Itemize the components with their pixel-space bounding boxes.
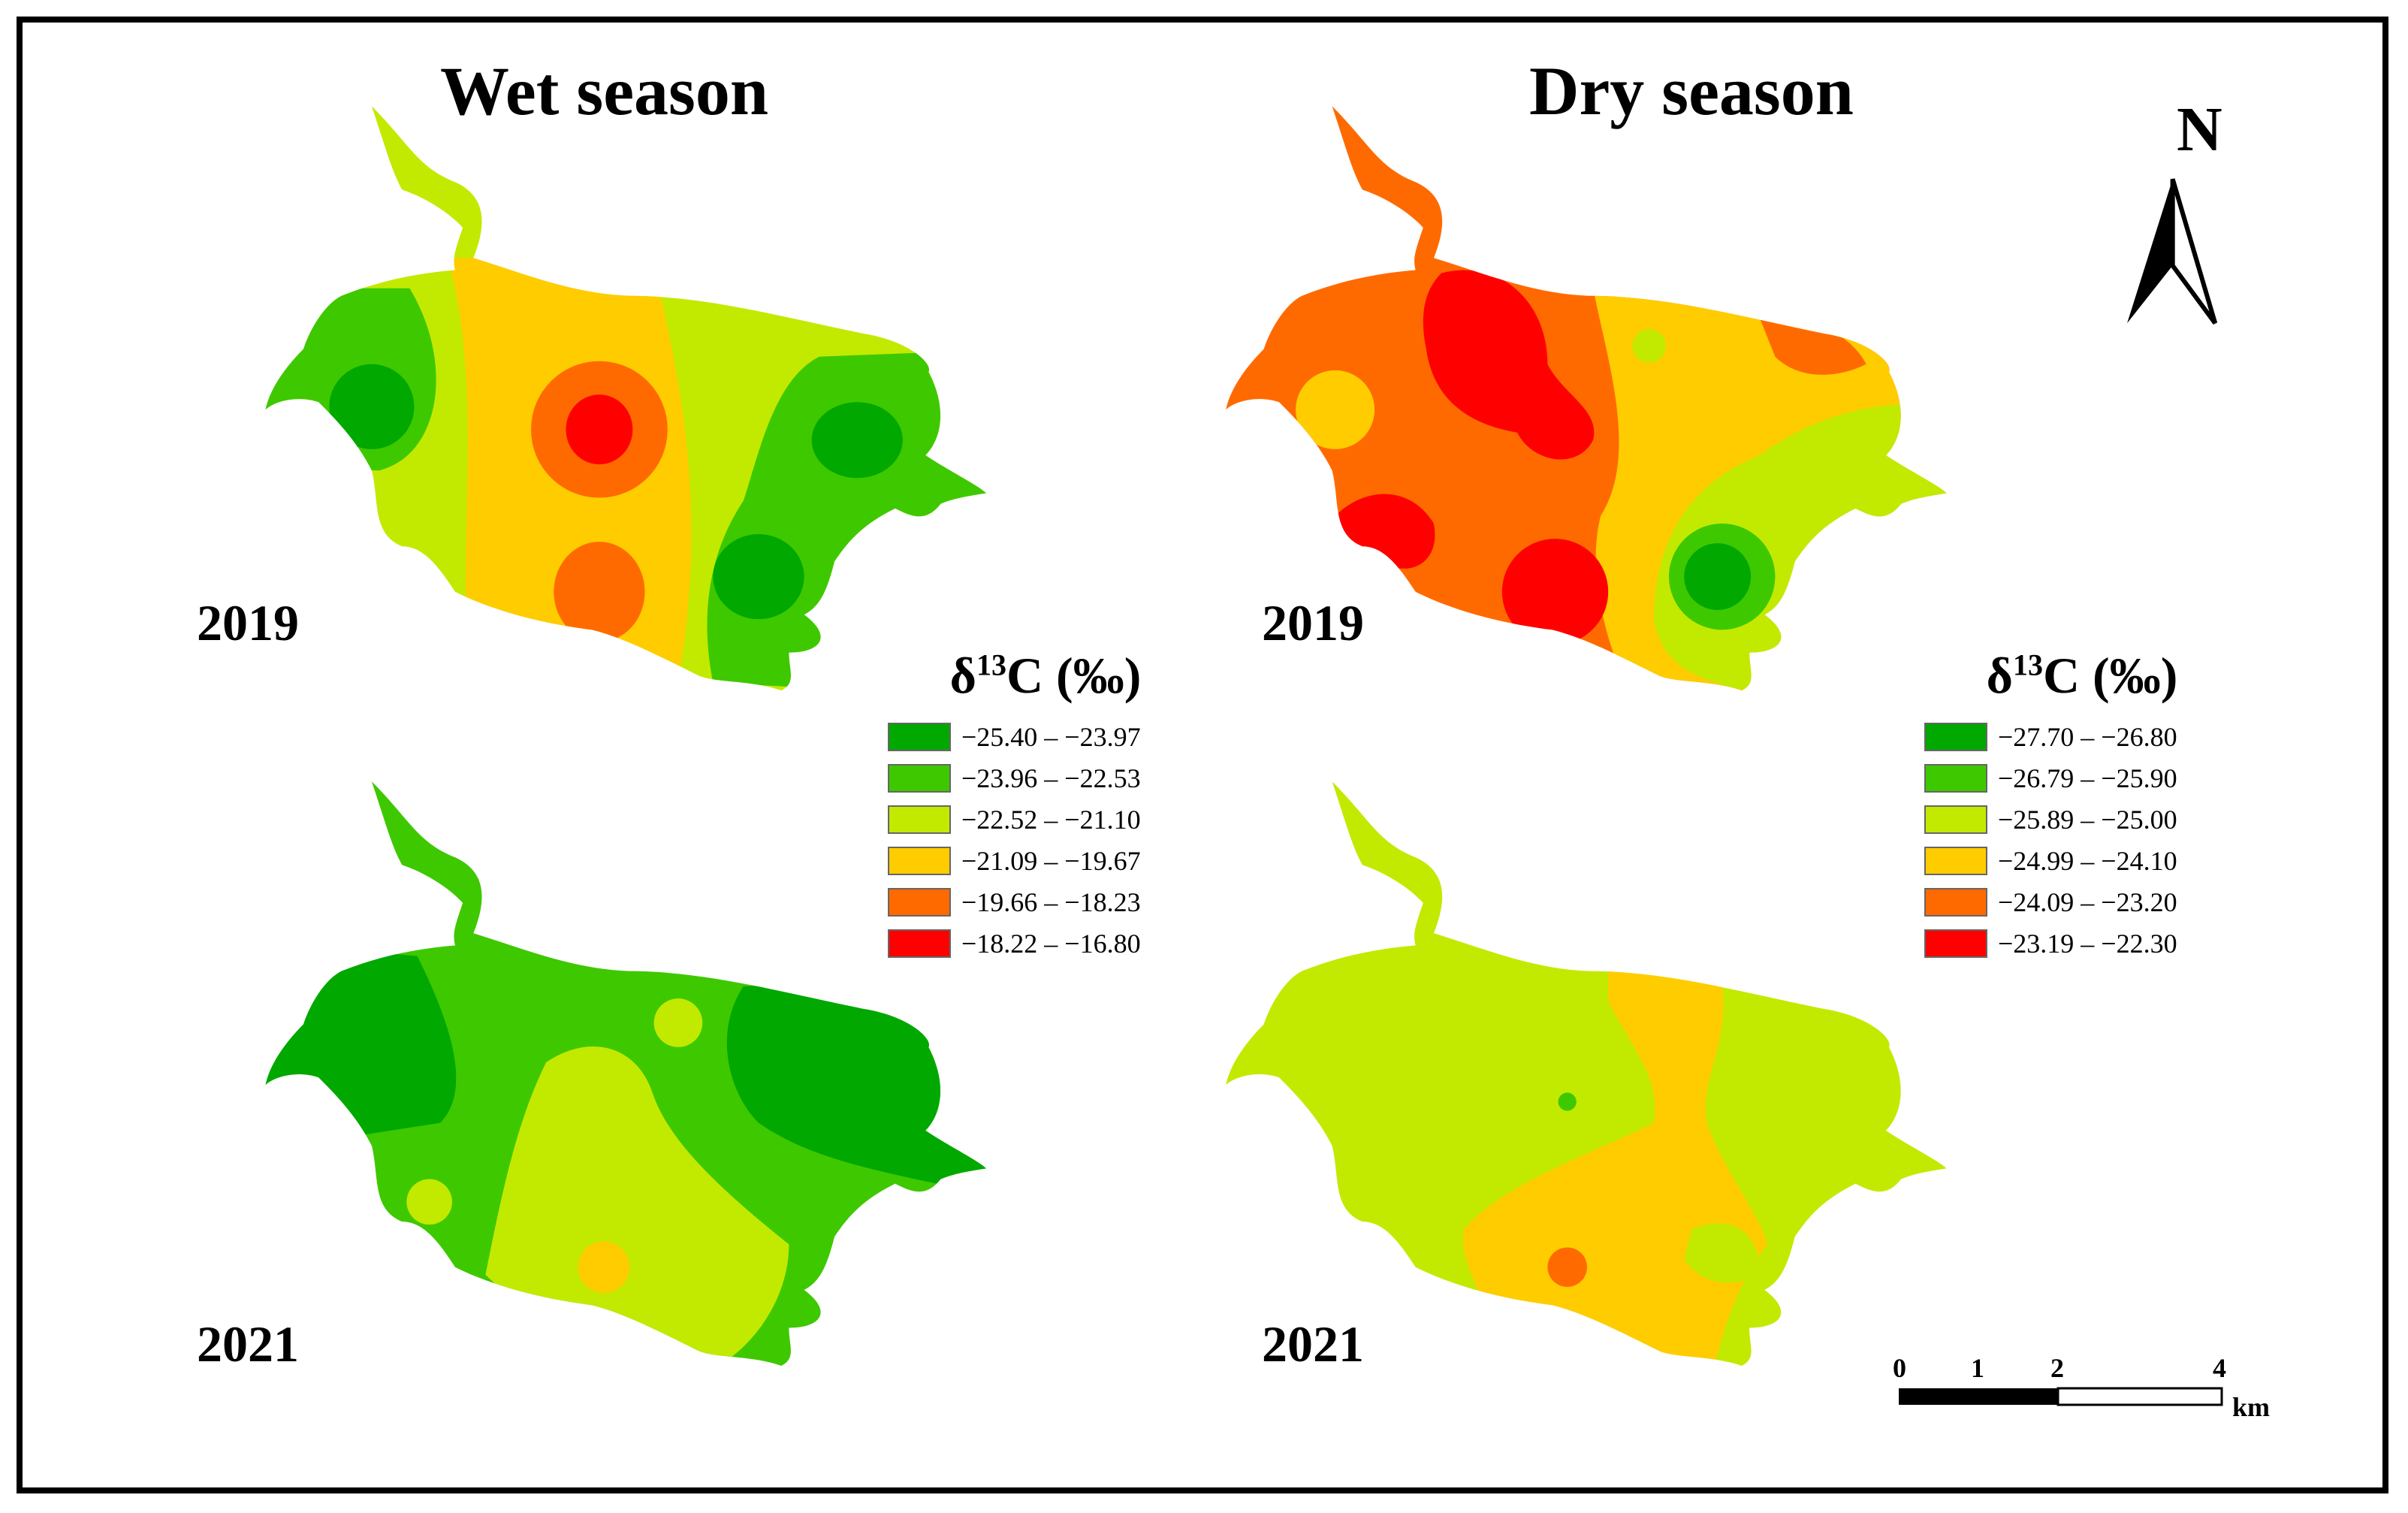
legend-dry-label: −26.79 – −25.90 bbox=[1998, 763, 2177, 793]
legend-wet-row: −21.09 – −19.67 bbox=[888, 840, 1203, 881]
north-arrow-icon bbox=[2127, 178, 2218, 325]
legend-dry-swatch bbox=[1924, 763, 1987, 793]
legend-wet-label: −18.22 – −16.80 bbox=[961, 928, 1141, 959]
scale-bar bbox=[1899, 1387, 2223, 1406]
north-label: N bbox=[2177, 95, 2222, 165]
map-wet-2019 bbox=[265, 106, 986, 691]
legend-wet-label: −25.40 – −23.97 bbox=[961, 721, 1141, 752]
legend-wet-swatch bbox=[888, 805, 951, 834]
legend-wet-row: −18.22 – −16.80 bbox=[888, 923, 1203, 964]
legend-wet-label: −23.96 – −22.53 bbox=[961, 763, 1141, 793]
scale-tick-4: 4 bbox=[2213, 1353, 2226, 1383]
legend-dry-row: −24.09 – −23.20 bbox=[1924, 881, 2240, 923]
legend-dry-swatch bbox=[1924, 722, 1987, 751]
year-wet-2019: 2019 bbox=[197, 594, 299, 651]
scale-tick-0: 0 bbox=[1893, 1353, 1906, 1383]
legend-wet-row: −19.66 – −18.23 bbox=[888, 881, 1203, 923]
legend-dry-swatch bbox=[1924, 887, 1987, 917]
legend-wet: δ13C (‰) −25.40 – −23.97 −23.96 – −22.53 −… bbox=[888, 646, 1203, 964]
legend-wet-label: −21.09 – −19.67 bbox=[961, 845, 1141, 876]
title-dry-season: Dry season bbox=[1529, 53, 1854, 129]
legend-wet-swatch bbox=[888, 929, 951, 958]
scale-unit: km bbox=[2232, 1392, 2271, 1422]
legend-dry-swatch bbox=[1924, 805, 1987, 834]
legend-wet-label: −22.52 – −21.10 bbox=[961, 804, 1141, 835]
legend-dry-row: −26.79 – −25.90 bbox=[1924, 757, 2240, 799]
legend-wet-row: −22.52 – −21.10 bbox=[888, 799, 1203, 840]
year-dry-2021: 2021 bbox=[1262, 1315, 1364, 1373]
legend-dry-label: −27.70 – −26.80 bbox=[1998, 721, 2177, 752]
legend-dry-label: −23.19 – −22.30 bbox=[1998, 928, 2177, 959]
legend-dry-swatch bbox=[1924, 929, 1987, 958]
scale-tick-2: 2 bbox=[2050, 1353, 2064, 1383]
legend-wet-swatch bbox=[888, 846, 951, 875]
map-frame bbox=[17, 17, 2388, 1493]
legend-dry-label: −24.99 – −24.10 bbox=[1998, 845, 2177, 876]
legend-wet-row: −25.40 – −23.97 bbox=[888, 716, 1203, 757]
legend-wet-label: −19.66 – −18.23 bbox=[961, 886, 1141, 917]
legend-dry-swatch bbox=[1924, 846, 1987, 875]
map-dry-2021 bbox=[1226, 781, 1947, 1366]
scale-tick-1: 1 bbox=[1971, 1353, 1984, 1383]
legend-wet-row: −23.96 – −22.53 bbox=[888, 757, 1203, 799]
legend-wet-swatch bbox=[888, 763, 951, 793]
legend-dry-row: −25.89 – −25.00 bbox=[1924, 799, 2240, 840]
legend-wet-title: δ13C (‰) bbox=[949, 647, 1142, 704]
legend-dry: δ13C (‰) −27.70 – −26.80 −26.79 – −25.90 −… bbox=[1924, 646, 2240, 964]
legend-dry-title: δ13C (‰) bbox=[1986, 647, 2178, 704]
title-wet-season: Wet season bbox=[440, 53, 768, 129]
legend-dry-row: −27.70 – −26.80 bbox=[1924, 716, 2240, 757]
legend-dry-row: −23.19 – −22.30 bbox=[1924, 923, 2240, 964]
legend-wet-swatch bbox=[888, 722, 951, 751]
legend-dry-label: −25.89 – −25.00 bbox=[1998, 804, 2177, 835]
year-dry-2019: 2019 bbox=[1262, 594, 1364, 651]
legend-dry-row: −24.99 – −24.10 bbox=[1924, 840, 2240, 881]
legend-dry-label: −24.09 – −23.20 bbox=[1998, 886, 2177, 917]
legend-wet-swatch bbox=[888, 887, 951, 917]
year-wet-2021: 2021 bbox=[197, 1315, 299, 1373]
